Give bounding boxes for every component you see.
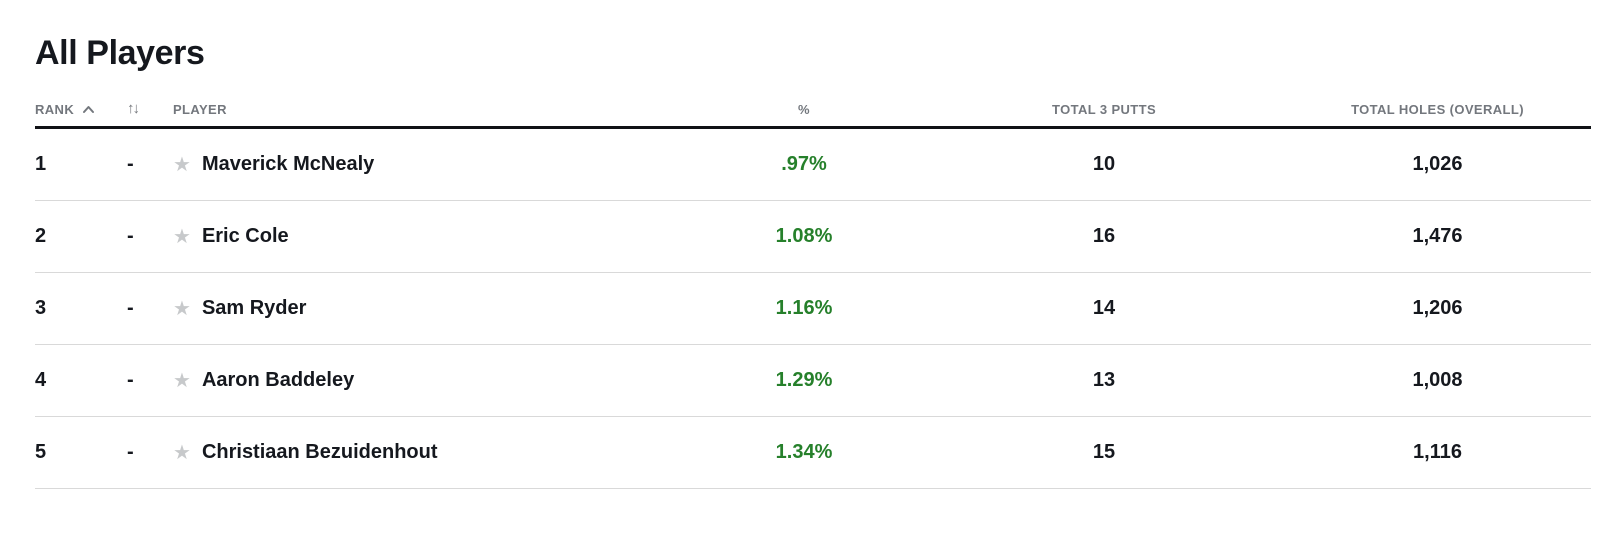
sort-up-down-arrows-icon: ↑↓ xyxy=(127,100,140,117)
player-name[interactable]: Sam Ryder xyxy=(201,297,307,319)
total-holes-value: 1,206 xyxy=(1412,297,1463,319)
total-3-putts-column-header[interactable]: TOTAL 3 PUTTS xyxy=(924,102,1284,117)
total-holes-value: 1,116 xyxy=(1413,441,1462,463)
total-holes-value: 1,008 xyxy=(1412,369,1463,391)
rank-value: 3 xyxy=(35,297,47,319)
player-cell: ★ Sam Ryder xyxy=(173,297,684,320)
rank-header-label: RANK xyxy=(35,102,75,117)
favorite-star-icon[interactable]: ★ xyxy=(173,153,191,176)
rank-cell: 3 xyxy=(35,297,127,320)
favorite-star-icon[interactable]: ★ xyxy=(173,369,191,392)
movement-value: - xyxy=(127,225,134,247)
page-title: All Players xyxy=(35,34,205,72)
rank-cell: 5 xyxy=(35,441,127,464)
player-cell: ★ Aaron Baddeley xyxy=(173,369,684,392)
rank-cell: 2 xyxy=(35,225,127,248)
stats-page: All Players RANK ↑↓ PLAYER % TOTAL 3 PUT… xyxy=(35,34,1591,489)
rank-column-header[interactable]: RANK xyxy=(35,102,127,117)
player-cell: ★ Maverick McNealy xyxy=(173,153,684,176)
movement-cell: - xyxy=(127,297,173,320)
total-3-putts-value: 16 xyxy=(1092,225,1116,247)
player-name[interactable]: Christiaan Bezuidenhout xyxy=(201,441,438,463)
table-row: 5 - ★ Christiaan Bezuidenhout 1.34% 15 1… xyxy=(35,417,1591,489)
movement-value: - xyxy=(127,153,134,175)
movement-value: - xyxy=(127,369,134,391)
total-3-putts-cell: 16 xyxy=(924,225,1284,248)
player-cell: ★ Christiaan Bezuidenhout xyxy=(173,441,684,464)
total-holes-value: 1,476 xyxy=(1412,225,1463,247)
table-header-row: RANK ↑↓ PLAYER % TOTAL 3 PUTTS TOTAL HOL… xyxy=(35,95,1591,129)
favorite-star-icon[interactable]: ★ xyxy=(173,297,191,320)
total-3-putts-cell: 13 xyxy=(924,369,1284,392)
favorite-star-icon[interactable]: ★ xyxy=(173,225,191,248)
total-3-putts-value: 14 xyxy=(1092,297,1116,319)
player-header-label: PLAYER xyxy=(173,102,227,117)
total-holes-cell: 1,116 xyxy=(1284,441,1591,464)
player-name[interactable]: Eric Cole xyxy=(201,225,289,247)
movement-cell: - xyxy=(127,225,173,248)
percentage-cell: 1.29% xyxy=(684,369,924,392)
total-holes-cell: 1,026 xyxy=(1284,153,1591,176)
percentage-cell: 1.34% xyxy=(684,441,924,464)
table-row: 1 - ★ Maverick McNealy .97% 10 1,026 xyxy=(35,129,1591,201)
percentage-value: .97% xyxy=(781,153,827,175)
percentage-cell: 1.08% xyxy=(684,225,924,248)
sort-ascending-chevron-icon xyxy=(82,102,95,117)
rank-value: 1 xyxy=(35,153,47,175)
total-3-putts-value: 10 xyxy=(1092,153,1116,175)
total-holes-value: 1,026 xyxy=(1412,153,1463,175)
movement-value: - xyxy=(127,297,134,319)
percentage-cell: .97% xyxy=(684,153,924,176)
rank-cell: 1 xyxy=(35,153,127,176)
movement-cell: - xyxy=(127,369,173,392)
total-3-putts-value: 15 xyxy=(1092,441,1116,463)
favorite-star-icon[interactable]: ★ xyxy=(173,441,191,464)
percentage-value: 1.34% xyxy=(775,441,833,463)
total-holes-column-header[interactable]: TOTAL HOLES (OVERALL) xyxy=(1284,102,1591,117)
percentage-header-label: % xyxy=(798,102,810,117)
percentage-value: 1.29% xyxy=(775,369,833,391)
player-column-header[interactable]: PLAYER xyxy=(173,102,684,117)
table-body: 1 - ★ Maverick McNealy .97% 10 1,026 2 -… xyxy=(35,129,1591,489)
table-row: 2 - ★ Eric Cole 1.08% 16 1,476 xyxy=(35,201,1591,273)
total-holes-cell: 1,206 xyxy=(1284,297,1591,320)
total-holes-header-label: TOTAL HOLES (OVERALL) xyxy=(1351,102,1524,117)
rank-value: 4 xyxy=(35,369,47,391)
percentage-value: 1.16% xyxy=(775,297,833,319)
rank-cell: 4 xyxy=(35,369,127,392)
percentage-column-header[interactable]: % xyxy=(684,102,924,117)
total-3-putts-cell: 10 xyxy=(924,153,1284,176)
percentage-cell: 1.16% xyxy=(684,297,924,320)
total-3-putts-cell: 14 xyxy=(924,297,1284,320)
table-row: 4 - ★ Aaron Baddeley 1.29% 13 1,008 xyxy=(35,345,1591,417)
movement-value: - xyxy=(127,441,134,463)
total-3-putts-value: 13 xyxy=(1092,369,1116,391)
player-name[interactable]: Aaron Baddeley xyxy=(201,369,355,391)
movement-cell: - xyxy=(127,441,173,464)
total-3-putts-cell: 15 xyxy=(924,441,1284,464)
total-holes-cell: 1,008 xyxy=(1284,369,1591,392)
percentage-value: 1.08% xyxy=(775,225,833,247)
rank-value: 5 xyxy=(35,441,47,463)
player-name[interactable]: Maverick McNealy xyxy=(201,153,375,175)
movement-cell: - xyxy=(127,153,173,176)
total-3-putts-header-label: TOTAL 3 PUTTS xyxy=(1051,102,1157,117)
players-stats-table: RANK ↑↓ PLAYER % TOTAL 3 PUTTS TOTAL HOL… xyxy=(35,95,1591,489)
total-holes-cell: 1,476 xyxy=(1284,225,1591,248)
movement-sort-header[interactable]: ↑↓ xyxy=(127,100,173,117)
table-row: 3 - ★ Sam Ryder 1.16% 14 1,206 xyxy=(35,273,1591,345)
player-cell: ★ Eric Cole xyxy=(173,225,684,248)
rank-value: 2 xyxy=(35,225,47,247)
